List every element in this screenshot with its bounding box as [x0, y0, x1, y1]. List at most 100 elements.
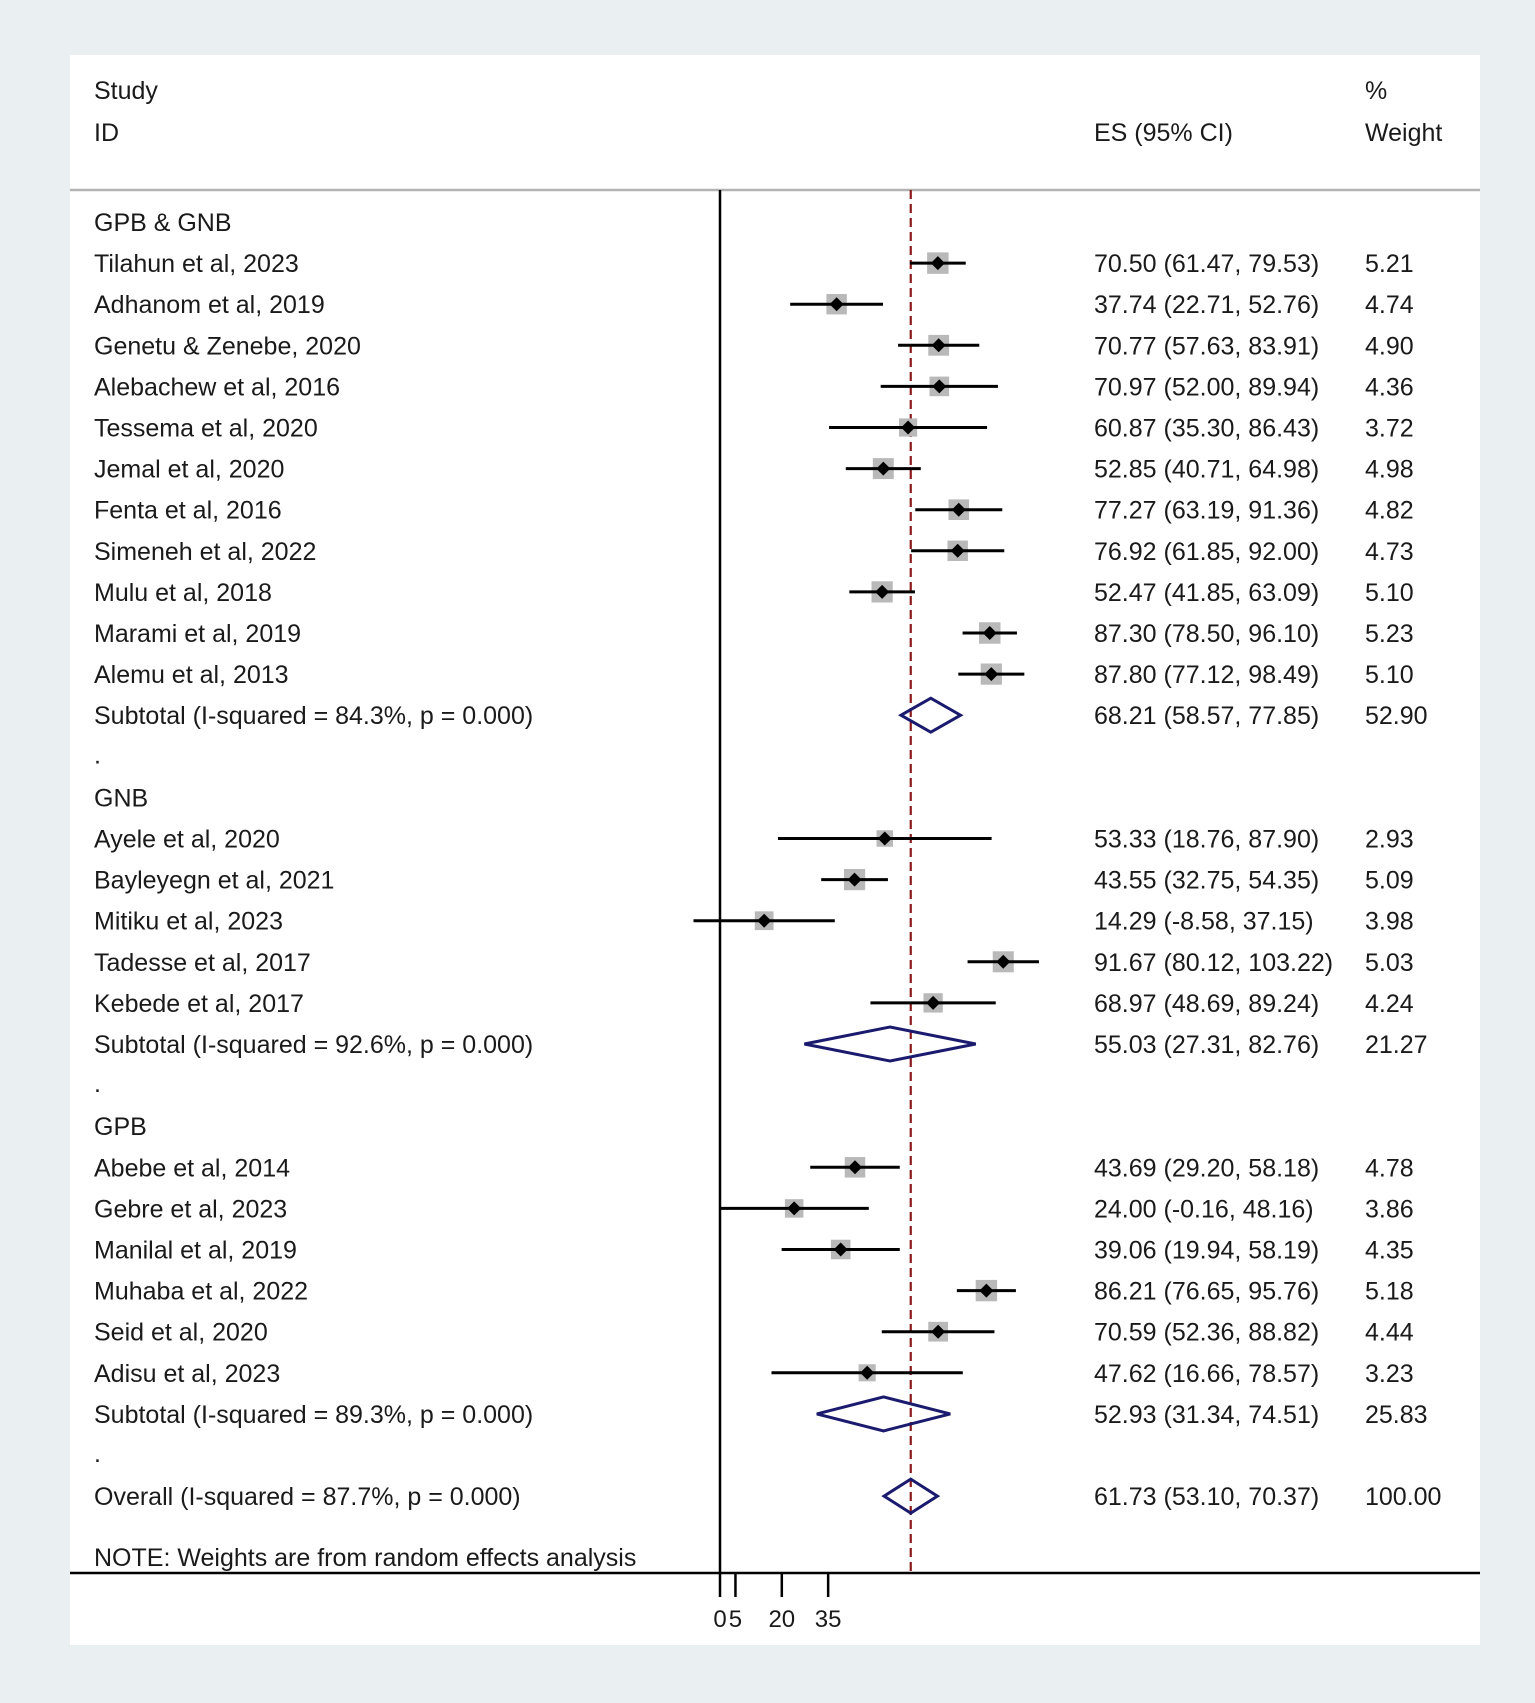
study-label: Muhaba et al, 2022: [94, 1278, 308, 1306]
x-tick-label: 35: [815, 1606, 842, 1633]
study-es-ci: 86.21 (76.65, 95.76): [1094, 1278, 1319, 1306]
study-label: Manilal et al, 2019: [94, 1237, 297, 1265]
point-estimate: [930, 256, 945, 271]
study-es-ci: 68.97 (48.69, 89.24): [1094, 990, 1319, 1018]
study-label: Abebe et al, 2014: [94, 1154, 290, 1182]
study-es-ci: 24.00 (-0.16, 48.16): [1094, 1195, 1314, 1223]
study-es-ci: 53.33 (18.76, 87.90): [1094, 826, 1319, 854]
subtotal-weight: 21.27: [1365, 1031, 1428, 1059]
subtotal-es-ci: 52.93 (31.34, 74.51): [1094, 1401, 1319, 1429]
point-estimate: [829, 297, 844, 312]
study-es-ci: 39.06 (19.94, 58.19): [1094, 1237, 1319, 1265]
subtotal-es-ci: 55.03 (27.31, 82.76): [1094, 1031, 1319, 1059]
study-label: Adhanom et al, 2019: [94, 291, 325, 319]
study-es-ci: 43.55 (32.75, 54.35): [1094, 867, 1319, 895]
point-estimate: [757, 913, 772, 928]
point-estimate: [996, 954, 1011, 969]
study-weight: 4.78: [1365, 1154, 1414, 1182]
study-es-ci: 70.59 (52.36, 88.82): [1094, 1319, 1319, 1347]
study-label: Mitiku et al, 2023: [94, 908, 283, 936]
study-es-ci: 87.30 (78.50, 96.10): [1094, 620, 1319, 648]
study-es-ci: 87.80 (77.12, 98.49): [1094, 661, 1319, 689]
point-estimate: [876, 461, 891, 476]
study-label: Ayele et al, 2020: [94, 826, 280, 854]
point-estimate: [932, 379, 947, 394]
overall-es-ci: 61.73 (53.10, 70.37): [1094, 1483, 1319, 1511]
point-estimate: [984, 667, 999, 682]
study-label: Alemu et al, 2013: [94, 661, 289, 689]
point-estimate: [951, 502, 966, 517]
study-label: Alebachew et al, 2016: [94, 373, 340, 401]
x-tick-label: 0: [713, 1606, 726, 1633]
subtotal-weight: 52.90: [1365, 702, 1428, 730]
study-weight: 4.74: [1365, 291, 1414, 319]
study-weight: 4.24: [1365, 990, 1414, 1018]
study-weight: 5.09: [1365, 867, 1414, 895]
subtotal-diamond: [816, 1395, 951, 1433]
study-label: Adisu et al, 2023: [94, 1360, 280, 1388]
study-label: Tadesse et al, 2017: [94, 949, 311, 977]
spacer-dot: .: [94, 741, 101, 769]
study-es-ci: 77.27 (63.19, 91.36): [1094, 497, 1319, 525]
study-weight: 4.73: [1365, 538, 1414, 566]
point-estimate: [848, 1160, 863, 1175]
study-weight: 5.10: [1365, 661, 1414, 689]
header-weight: Weight: [1365, 119, 1442, 147]
point-estimate: [982, 626, 997, 640]
study-label: Fenta et al, 2016: [94, 497, 282, 525]
point-estimate: [860, 1365, 875, 1380]
footnote: NOTE: Weights are from random effects an…: [94, 1544, 636, 1572]
point-estimate: [787, 1201, 802, 1216]
study-label: Kebede et al, 2017: [94, 990, 304, 1018]
group-label: GPB & GNB: [94, 209, 232, 237]
x-tick-label: 5: [729, 1606, 742, 1633]
study-es-ci: 47.62 (16.66, 78.57): [1094, 1360, 1319, 1388]
point-estimate: [901, 420, 916, 435]
study-label: Bayleyegn et al, 2021: [94, 867, 334, 895]
header-percent: %: [1365, 77, 1387, 105]
study-weight: 2.93: [1365, 826, 1414, 854]
study-label: Marami et al, 2019: [94, 620, 301, 648]
study-label: Gebre et al, 2023: [94, 1195, 287, 1223]
study-weight: 5.03: [1365, 949, 1414, 977]
header-study: Study: [94, 77, 158, 105]
x-tick-label: 20: [768, 1606, 795, 1633]
study-weight: 5.23: [1365, 620, 1414, 648]
point-estimate: [926, 995, 941, 1010]
study-weight: 5.18: [1365, 1278, 1414, 1306]
subtotal-label: Subtotal (I-squared = 89.3%, p = 0.000): [94, 1401, 533, 1429]
group-label: GNB: [94, 784, 148, 812]
study-weight: 3.98: [1365, 908, 1414, 936]
study-weight: 4.98: [1365, 456, 1414, 484]
study-es-ci: 70.97 (52.00, 89.94): [1094, 373, 1319, 401]
subtotal-label: Subtotal (I-squared = 84.3%, p = 0.000): [94, 702, 533, 730]
point-estimate: [950, 543, 965, 558]
study-weight: 4.36: [1365, 373, 1414, 401]
study-es-ci: 91.67 (80.12, 103.22): [1094, 949, 1333, 977]
study-weight: 3.23: [1365, 1360, 1414, 1388]
subtotal-diamond: [804, 1025, 977, 1063]
group-label: GPB: [94, 1113, 147, 1141]
study-weight: 3.72: [1365, 415, 1414, 443]
study-weight: 4.44: [1365, 1319, 1414, 1347]
study-es-ci: 14.29 (-8.58, 37.15): [1094, 908, 1314, 936]
spacer-dot: .: [94, 1070, 101, 1098]
point-estimate: [875, 584, 890, 599]
study-weight: 4.35: [1365, 1237, 1414, 1265]
header-es-ci: ES (95% CI): [1094, 119, 1233, 147]
study-es-ci: 52.47 (41.85, 63.09): [1094, 579, 1319, 607]
study-es-ci: 76.92 (61.85, 92.00): [1094, 538, 1319, 566]
study-weight: 4.90: [1365, 332, 1414, 360]
study-weight: 5.21: [1365, 250, 1414, 278]
header-id: ID: [94, 119, 119, 147]
subtotal-es-ci: 68.21 (58.57, 77.85): [1094, 702, 1319, 730]
study-label: Jemal et al, 2020: [94, 456, 284, 484]
study-label: Mulu et al, 2018: [94, 579, 272, 607]
study-es-ci: 60.87 (35.30, 86.43): [1094, 415, 1319, 443]
point-estimate: [877, 831, 892, 846]
point-estimate: [833, 1242, 848, 1257]
study-label: Simeneh et al, 2022: [94, 538, 316, 566]
study-label: Genetu & Zenebe, 2020: [94, 332, 361, 360]
point-estimate: [847, 872, 862, 887]
forest-plot-panel: Study ID ES (95% CI) % Weight GPB & GNB T…: [70, 55, 1480, 1645]
